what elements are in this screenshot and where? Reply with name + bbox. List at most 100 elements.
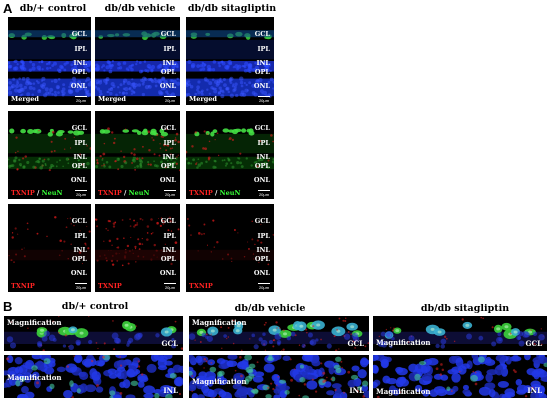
layer-label-opl: OPL — [160, 162, 176, 171]
layer-label-inl: INL — [256, 152, 270, 161]
panel-a-col-title-vehicle: db/db vehicle — [104, 3, 176, 14]
panel-a-tile-r2-c3: GCL IPL INL OPL ONL TXNIP / NeuN 20μm — [186, 111, 274, 199]
layer-tag-inl: INL — [527, 386, 542, 395]
stain-label: Merged — [189, 95, 217, 103]
scale-bar: 20μm — [75, 95, 87, 103]
micrograph-image — [8, 111, 91, 199]
micrograph-image — [4, 316, 183, 351]
panel-a-tile-r1-c3: GCL IPL INL OPL ONL Merged 20μm — [186, 17, 274, 105]
panel-b-tile-r1-c3: Magnification GCL — [373, 316, 547, 351]
scale-bar: 20μm — [258, 189, 270, 197]
layer-label-inl: INL — [256, 58, 270, 67]
micrograph-image — [95, 17, 180, 105]
panel-a-tile-r1-c1: GCL IPL INL OPL ONL Merged 20μm — [8, 17, 91, 105]
stain-label: Merged — [11, 95, 39, 103]
layer-tag-gcl: GCL — [347, 339, 364, 348]
scale-bar: 20μm — [164, 282, 176, 290]
magnification-label: Magnification — [376, 387, 431, 396]
layer-label-onl: ONL — [70, 269, 87, 278]
micrograph-image — [8, 17, 91, 105]
panel-a-tile-r3-c2: GCL IPL INL OPL ONL TXNIP 20μm — [95, 204, 180, 292]
layer-label-gcl: GCL — [71, 123, 87, 132]
layer-label-opl: OPL — [160, 255, 176, 264]
panel-a-tile-r1-c2: GCL IPL INL OPL ONL Merged 20μm — [95, 17, 180, 105]
layer-label-gcl: GCL — [71, 29, 87, 38]
layer-tag-gcl: GCL — [161, 339, 178, 348]
micrograph-image — [186, 111, 274, 199]
stain-label: TXNIP — [98, 282, 122, 290]
layer-tag-inl: INL — [349, 386, 364, 395]
layer-label-gcl: GCL — [160, 216, 176, 225]
scale-bar: 20μm — [164, 95, 176, 103]
panel-a-tile-r3-c1: GCL IPL INL OPL ONL TXNIP 20μm — [8, 204, 91, 292]
panel-b-tile-r2-c1: Magnification INL — [4, 355, 183, 398]
layer-label-inl: INL — [162, 58, 176, 67]
stain-label: TXNIP / NeuN — [98, 189, 150, 197]
panel-a-tile-r2-c2: GCL IPL INL OPL ONL TXNIP / NeuN 20μm — [95, 111, 180, 199]
stain-label: TXNIP — [189, 282, 213, 290]
scale-bar: 20μm — [258, 282, 270, 290]
layer-label-ipl: IPL — [163, 232, 177, 241]
layer-label-opl: OPL — [71, 68, 87, 77]
layer-label-onl: ONL — [253, 82, 270, 91]
panel-b-col-title-sitagliptin: db/db sitagliptin — [420, 303, 510, 314]
layer-label-ipl: IPL — [257, 45, 271, 54]
layer-label-onl: ONL — [253, 269, 270, 278]
layer-label-onl: ONL — [159, 82, 176, 91]
layer-label-opl: OPL — [254, 162, 270, 171]
layer-label-inl: INL — [162, 245, 176, 254]
panel-b-col-title-vehicle: db/db vehicle — [234, 303, 306, 314]
layer-label-inl: INL — [73, 58, 87, 67]
micrograph-image — [186, 17, 274, 105]
micrograph-image — [189, 355, 369, 398]
panel-a-col-title-control: db/+ control — [19, 3, 87, 14]
scale-bar: 20μm — [75, 189, 87, 197]
layer-label-gcl: GCL — [71, 216, 87, 225]
panel-b-tile-r1-c2: Magnification GCL — [189, 316, 369, 351]
layer-label-onl: ONL — [159, 269, 176, 278]
layer-label-inl: INL — [256, 245, 270, 254]
scale-bar: 20μm — [258, 95, 270, 103]
panel-b-col-title-control: db/+ control — [61, 301, 129, 312]
scale-bar: 20μm — [164, 189, 176, 197]
layer-label-gcl: GCL — [254, 216, 270, 225]
layer-label-inl: INL — [73, 152, 87, 161]
panel-a-tile-r2-c1: GCL IPL INL OPL ONL TXNIP / NeuN 20μm — [8, 111, 91, 199]
layer-label-opl: OPL — [254, 255, 270, 264]
micrograph-image — [373, 316, 547, 351]
micrograph-image — [186, 204, 274, 292]
stain-label: TXNIP / NeuN — [189, 189, 241, 197]
magnification-label: Magnification — [7, 373, 62, 382]
micrograph-image — [4, 355, 183, 398]
micrograph-image — [95, 204, 180, 292]
layer-label-onl: ONL — [70, 176, 87, 185]
layer-label-gcl: GCL — [254, 123, 270, 132]
magnification-label: Magnification — [192, 318, 247, 327]
layer-label-gcl: GCL — [160, 29, 176, 38]
layer-label-ipl: IPL — [74, 139, 88, 148]
scale-bar: 20μm — [75, 282, 87, 290]
magnification-label: Magnification — [192, 377, 247, 386]
micrograph-image — [95, 111, 180, 199]
layer-label-ipl: IPL — [74, 232, 88, 241]
panel-a-letter: A — [3, 1, 13, 16]
panel-a-col-title-sitagliptin: db/db sitagliptin — [187, 3, 277, 14]
stain-label: Merged — [98, 95, 126, 103]
layer-label-ipl: IPL — [163, 45, 177, 54]
micrograph-image — [8, 204, 91, 292]
panel-b-tile-r2-c3: Magnification INL — [373, 355, 547, 398]
magnification-label: Magnification — [376, 338, 431, 347]
layer-label-opl: OPL — [254, 68, 270, 77]
micrograph-image — [189, 316, 369, 351]
micrograph-image — [373, 355, 547, 398]
stain-label: TXNIP / NeuN — [11, 189, 63, 197]
panel-b-letter: B — [3, 299, 13, 314]
layer-label-ipl: IPL — [74, 45, 88, 54]
layer-label-onl: ONL — [70, 82, 87, 91]
panel-a-tile-r3-c3: GCL IPL INL OPL ONL TXNIP 20μm — [186, 204, 274, 292]
layer-label-opl: OPL — [71, 255, 87, 264]
layer-label-onl: ONL — [159, 176, 176, 185]
layer-label-ipl: IPL — [163, 139, 177, 148]
panel-b-tile-r1-c1: Magnification GCL — [4, 316, 183, 351]
panel-b-tile-r2-c2: Magnification INL — [189, 355, 369, 398]
